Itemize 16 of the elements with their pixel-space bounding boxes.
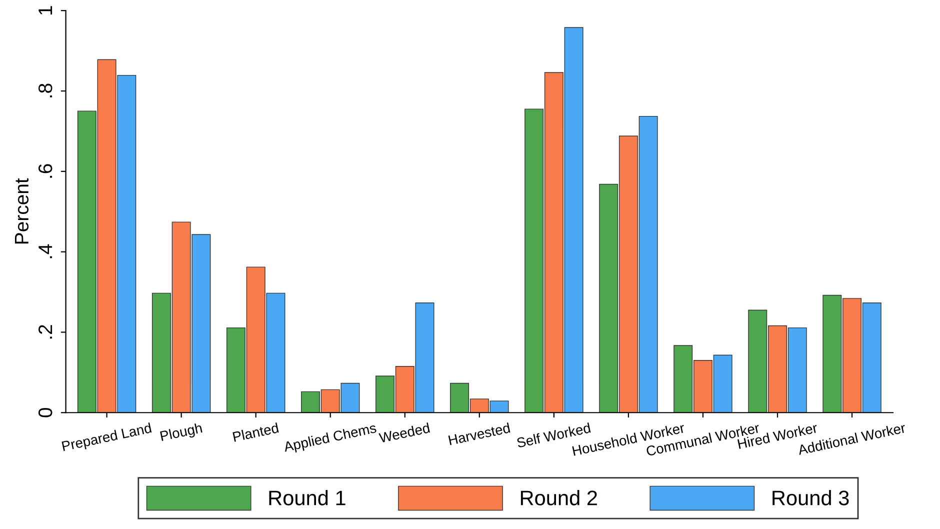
x-tick-label: Planted [232,422,279,442]
y-tick-label: .6 [38,164,52,178]
y-tick-label: 1 [38,6,52,15]
y-tick-label: 0 [38,408,52,418]
legend-label: Round 2 [520,490,597,506]
legend-label: Round 1 [269,490,346,506]
x-tick-label: Weeded [378,422,430,444]
legend-label: Round 3 [772,490,849,506]
x-tick-label: Prepared Land [62,422,152,454]
y-axis-title: Percent [14,178,29,244]
x-tick-label: Applied Chems [282,422,378,455]
y-tick-label: .8 [38,84,52,98]
x-tick-label: Plough [160,422,203,444]
x-tick-label: Harvested [448,422,510,446]
y-tick-label: .4 [38,244,52,258]
y-tick-label: .2 [38,325,52,339]
